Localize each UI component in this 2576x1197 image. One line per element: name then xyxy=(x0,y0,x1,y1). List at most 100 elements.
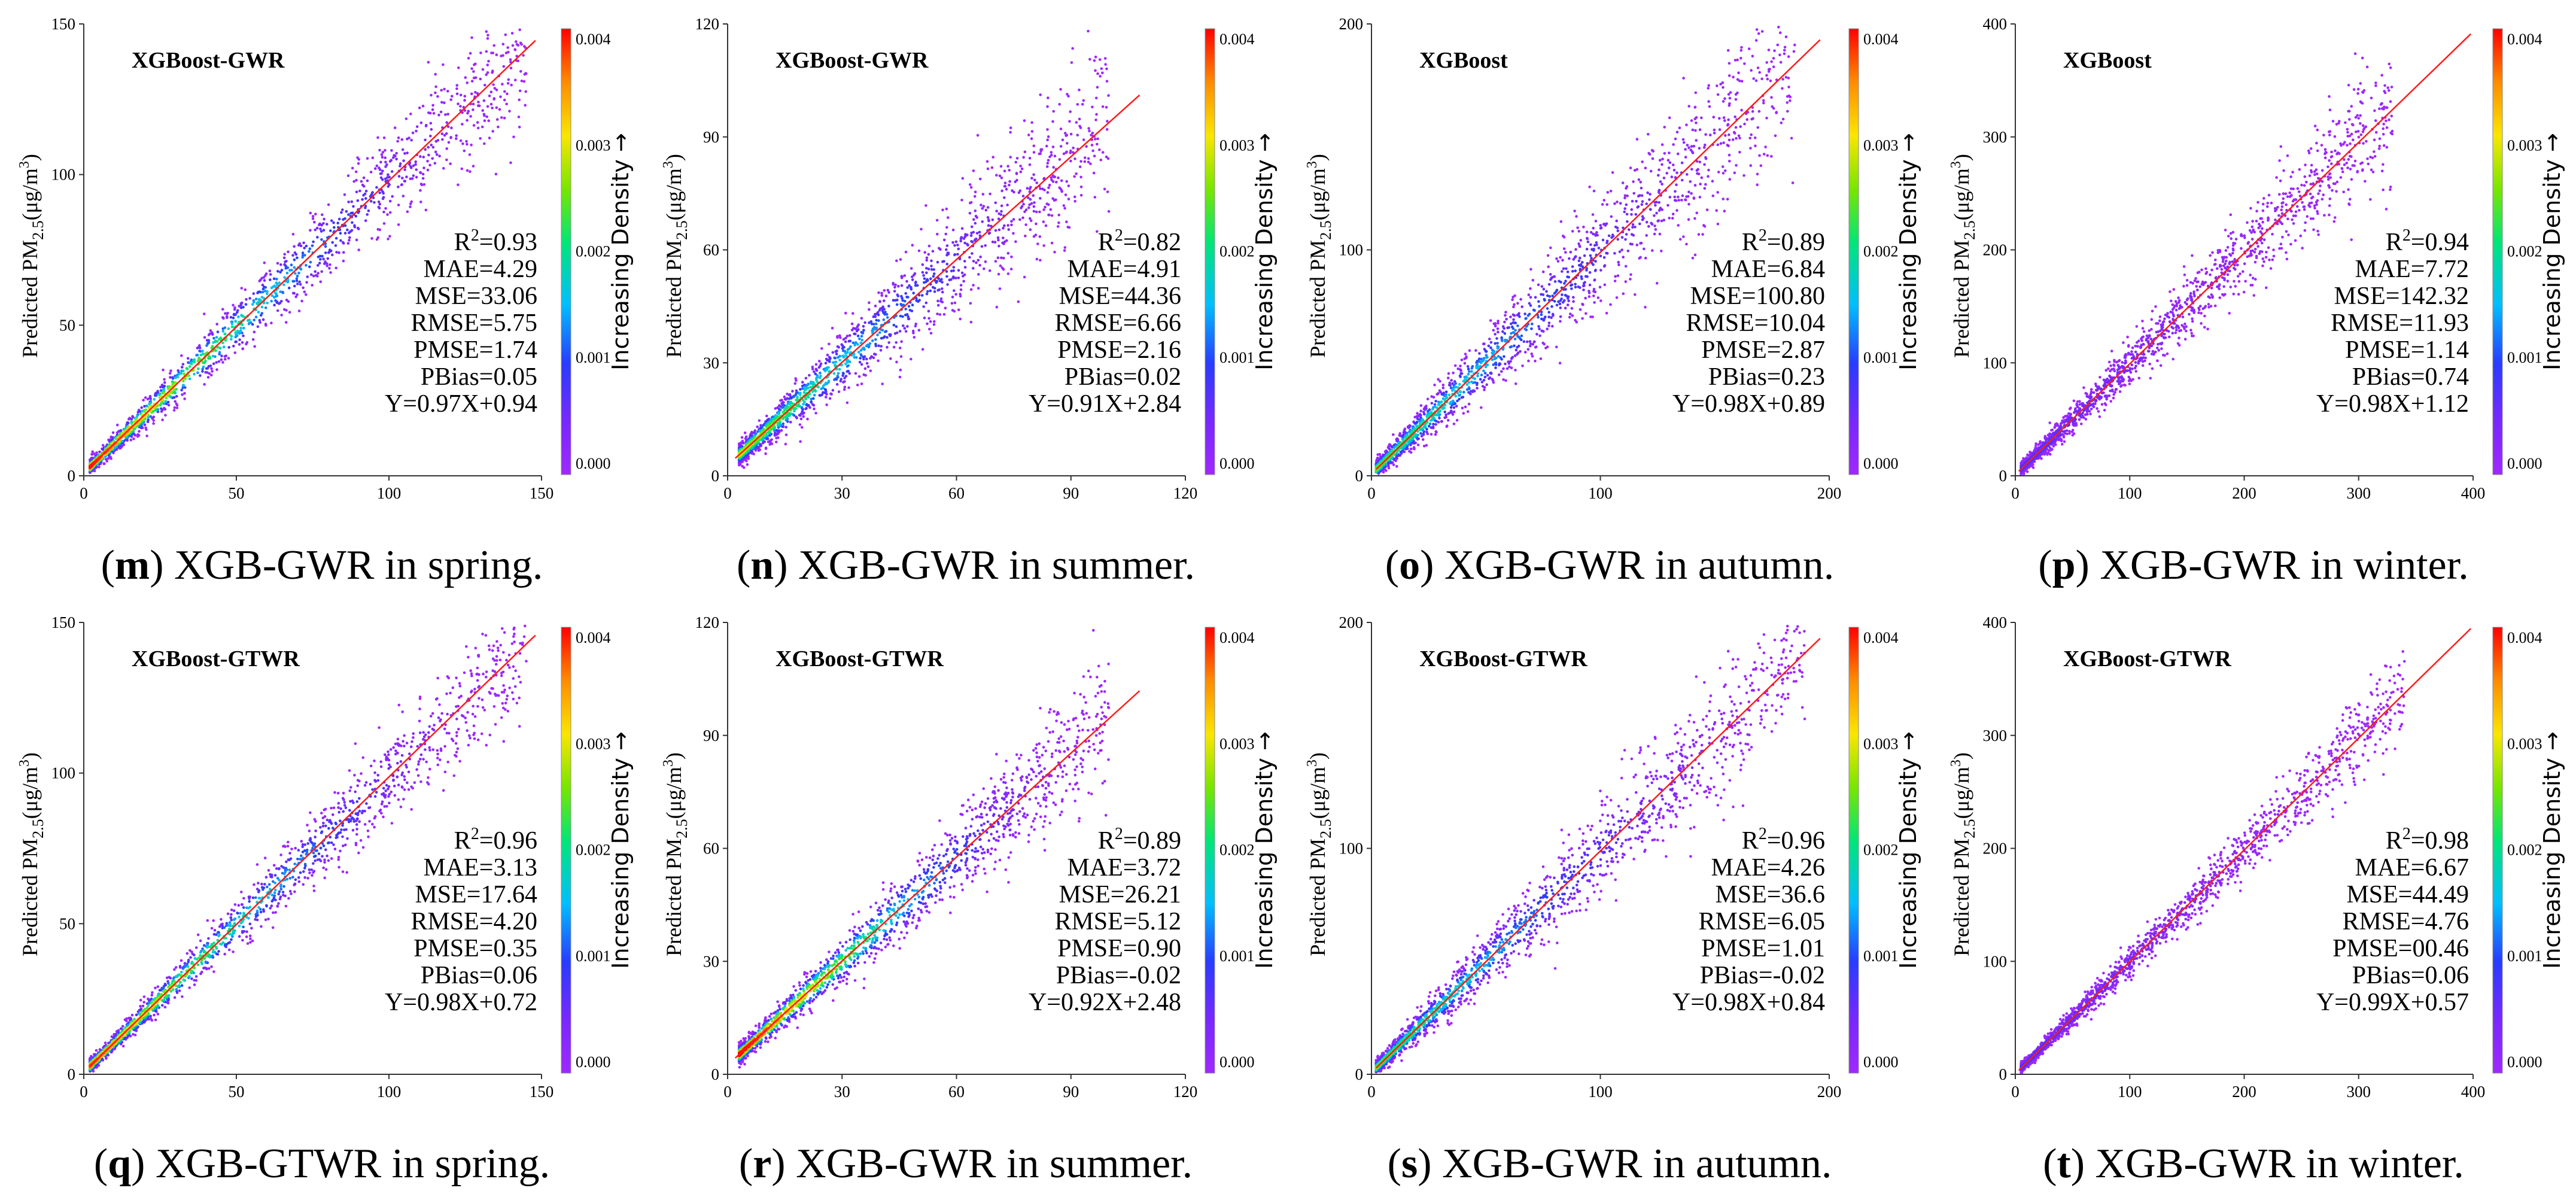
scatter-point xyxy=(469,170,472,174)
y-axis-title: Predicted PM2.5(μg/m3) xyxy=(17,154,47,358)
colorbar-title: Increasing Density → xyxy=(607,133,634,370)
scatter-point xyxy=(1556,260,1560,263)
scatter-point xyxy=(1009,130,1012,134)
scatter-point xyxy=(847,386,850,389)
scatter-point xyxy=(306,275,309,278)
scatter-point xyxy=(1096,86,1099,89)
scatter-point xyxy=(784,426,787,429)
scatter-point xyxy=(1728,153,1731,157)
scatter-point xyxy=(322,222,325,225)
scatter-point xyxy=(1561,259,1564,262)
scatter-point xyxy=(1514,382,1517,385)
scatter-point xyxy=(434,150,437,154)
scatter-point xyxy=(1695,211,1698,215)
scatter-point xyxy=(1596,233,1599,237)
scatter-point xyxy=(1547,321,1551,324)
scatter-point xyxy=(251,323,254,326)
scatter-point xyxy=(286,266,290,269)
scatter-point xyxy=(470,36,473,40)
scatter-point xyxy=(429,121,433,125)
scatter-point xyxy=(193,372,196,376)
scatter-point xyxy=(470,143,473,147)
scatter-point xyxy=(504,33,507,37)
scatter-point xyxy=(510,32,514,35)
scatter-point xyxy=(892,299,895,302)
scatter-point xyxy=(399,162,402,165)
scatter-point xyxy=(1753,136,1757,139)
scatter-point xyxy=(1634,293,1637,296)
scatter-point xyxy=(1660,183,1663,186)
scatter-point xyxy=(1449,386,1453,390)
scatter-point xyxy=(1433,383,1436,387)
scatter-point xyxy=(1020,206,1023,209)
scatter-point xyxy=(424,124,428,127)
scatter-point xyxy=(355,178,358,182)
scatter-point xyxy=(998,287,1002,290)
scatter-point xyxy=(1677,199,1680,202)
scatter-point xyxy=(264,274,267,277)
panel-caption: (n) XGB-GWR in summer. xyxy=(736,542,1196,588)
scatter-point xyxy=(951,309,954,312)
scatter-point xyxy=(746,463,749,466)
scatter-point xyxy=(811,365,814,369)
scatter-point xyxy=(858,360,862,364)
scatter-point xyxy=(1024,208,1028,211)
scatter-point xyxy=(371,156,375,160)
scatter-point xyxy=(1095,113,1098,116)
scatter-point xyxy=(1480,406,1483,409)
scatter-point xyxy=(280,300,283,303)
scatter-point xyxy=(1654,203,1657,207)
scatter-point xyxy=(1069,132,1073,136)
scatter-point xyxy=(1049,208,1053,211)
scatter-point xyxy=(1039,187,1042,190)
scatter-point xyxy=(1704,143,1707,147)
scatter-point xyxy=(1449,400,1452,403)
scatter-point xyxy=(1014,180,1017,184)
scatter-point xyxy=(875,327,878,330)
scatter-point xyxy=(1003,224,1006,227)
scatter-point xyxy=(1665,172,1668,175)
scatter-point xyxy=(1592,294,1595,297)
scatter-point xyxy=(1583,254,1586,257)
scatter-point xyxy=(977,273,980,276)
scatter-point xyxy=(994,201,997,205)
scatter-point xyxy=(844,362,847,366)
scatter-point xyxy=(381,169,384,173)
scatter-point xyxy=(1440,400,1443,403)
scatter-point xyxy=(380,153,384,156)
scatter-point xyxy=(906,325,909,328)
scatter-point xyxy=(159,389,163,392)
scatter-point xyxy=(1088,129,1091,133)
scatter-point xyxy=(419,183,423,186)
scatter-point xyxy=(190,363,193,366)
scatter-point xyxy=(282,256,286,260)
scatter-point xyxy=(828,342,831,346)
scatter-point xyxy=(332,221,335,224)
scatter-point xyxy=(1684,156,1687,159)
scatter-point xyxy=(489,102,493,106)
scatter-point xyxy=(204,360,207,363)
scatter-point xyxy=(224,332,227,336)
scatter-point xyxy=(342,251,345,254)
scatter-point xyxy=(1584,275,1587,278)
scatter-point xyxy=(1773,49,1776,53)
scatter-point xyxy=(98,466,101,469)
scatter-point xyxy=(1668,116,1671,120)
scatter-point xyxy=(1032,151,1036,154)
scatter-point xyxy=(773,426,777,429)
scatter-point xyxy=(1023,210,1026,214)
scatter-point xyxy=(822,384,825,388)
scatter-point xyxy=(1528,302,1531,305)
scatter-point xyxy=(381,156,384,159)
scatter-point xyxy=(147,418,150,421)
scatter-point xyxy=(1408,449,1411,453)
scatter-point xyxy=(196,353,199,357)
scatter-point xyxy=(1638,194,1641,197)
scatter-point xyxy=(795,389,798,393)
scatter-point xyxy=(1557,300,1560,303)
scatter-point xyxy=(1002,227,1005,230)
scatter-point xyxy=(415,175,418,179)
scatter-point xyxy=(311,284,314,287)
scatter-point xyxy=(896,298,899,302)
scatter-point xyxy=(1531,342,1535,346)
